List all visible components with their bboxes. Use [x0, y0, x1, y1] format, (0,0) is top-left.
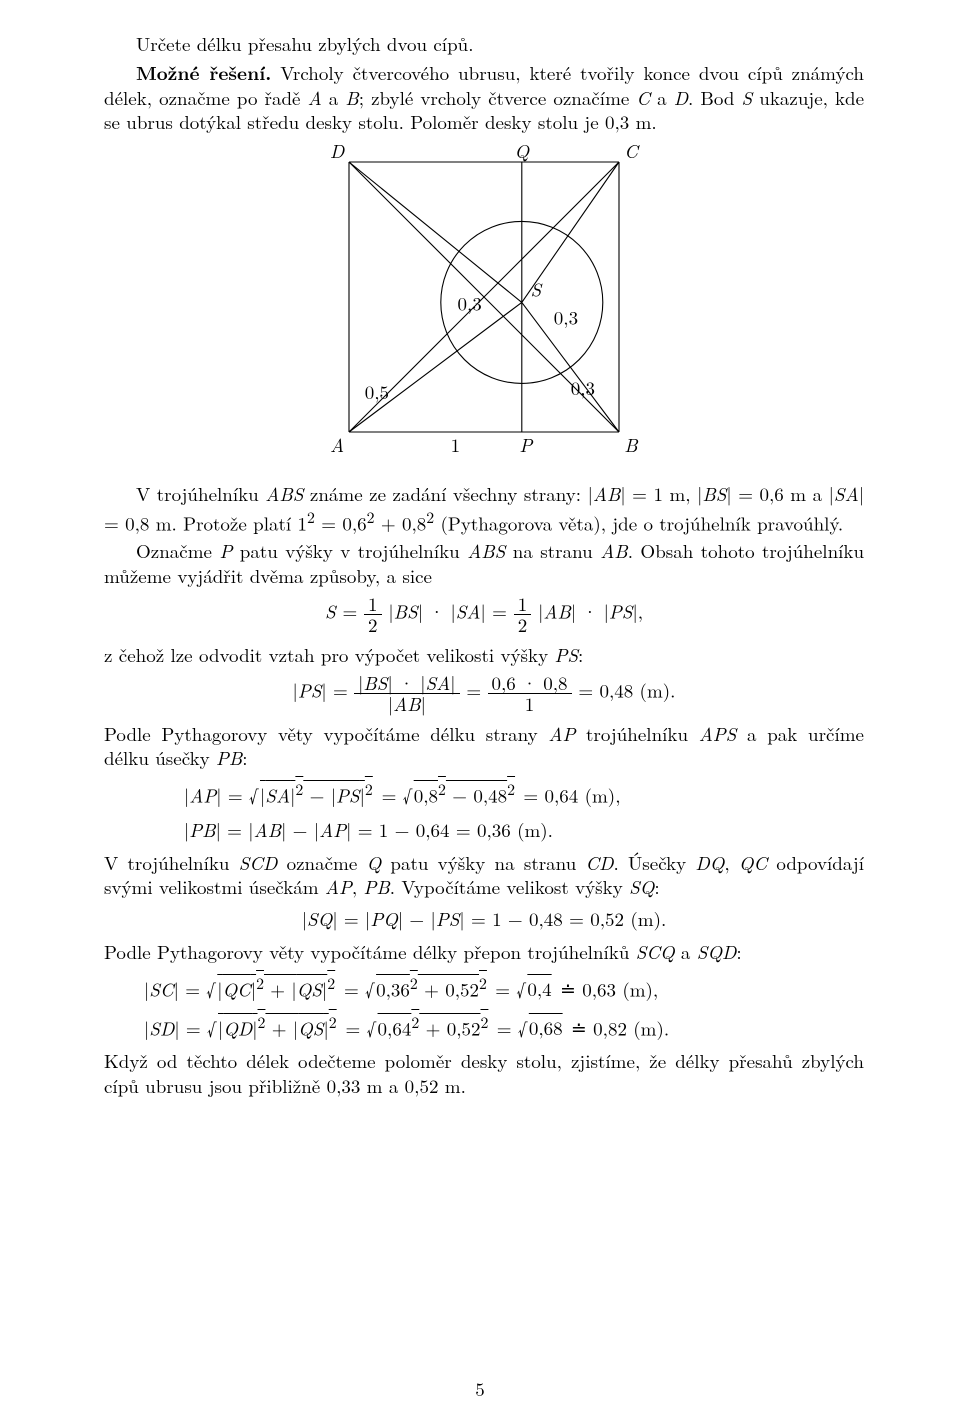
problem-statement: Určete délku přesahu zbylých dvou cípů. [104, 32, 864, 56]
geometry-svg: D Q C A B P S 0,3 0,3 0,3 0,5 1 [319, 142, 649, 472]
equation-SD: |SD| = √|QD|2 + |QS|2 = √0,642 + 0,522 =… [104, 1010, 864, 1041]
solution-heading: Možné řešení. [136, 58, 271, 86]
svg-text:0,5: 0,5 [365, 378, 389, 405]
svg-text:S: S [530, 276, 542, 303]
equation-area: S = 12 |BS| · |SA| = 12 |AB| · |PS|, [104, 594, 864, 635]
para-derive-PS: z čehož lze odvodit vztah pro výpočet ve… [104, 643, 864, 667]
equation-SQ: |SQ| = |PQ| − |PS| = 1 − 0,48 = 0,52 (m)… [104, 905, 864, 932]
svg-text:P: P [519, 431, 533, 458]
page-number: 5 [0, 1375, 960, 1402]
para-AP-PB: Podle Pythagorovy věty vypočítáme délku … [104, 722, 864, 771]
svg-text:1: 1 [451, 431, 461, 458]
geometry-figure: D Q C A B P S 0,3 0,3 0,3 0,5 1 [104, 142, 864, 472]
svg-text:0,3: 0,3 [554, 304, 578, 331]
equation-PB: |PB| = |AB| − |AP| = 1 − 0,64 = 0,36 (m)… [104, 816, 864, 843]
solution-para-1: Možné řešení. Vrcholy čtvercového ubrusu… [104, 60, 864, 134]
para-altitude-P: Označme P patu výšky v trojúhelníku ABS … [104, 539, 864, 588]
para-conclusion: Když od těchto délek odečteme poloměr de… [104, 1049, 864, 1098]
para-pythag-SC-SD: Podle Pythagorovy věty vypočítáme délky … [104, 940, 864, 964]
svg-text:A: A [330, 431, 344, 458]
svg-text:D: D [330, 142, 345, 164]
svg-text:0,3: 0,3 [458, 290, 482, 317]
para-triangle-known: V trojúhelníku ABS známe ze zadání všech… [104, 482, 864, 535]
svg-text:Q: Q [515, 142, 530, 164]
equation-PS: |PS| = |BS| · |SA| |AB| = 0,6 · 0,8 1 = … [104, 673, 864, 714]
svg-text:B: B [624, 431, 638, 458]
equation-AP: |AP| = √|SA|2 − |PS|2 = √0,82 − 0,482 = … [104, 777, 864, 808]
svg-text:C: C [624, 142, 640, 164]
svg-text:0,3: 0,3 [571, 374, 595, 401]
equation-SC: |SC| = √|QC|2 + |QS|2 = √0,362 + 0,522 =… [104, 971, 864, 1002]
para-SCD: V trojúhelníku SCD označme Q patu výšky … [104, 851, 864, 900]
